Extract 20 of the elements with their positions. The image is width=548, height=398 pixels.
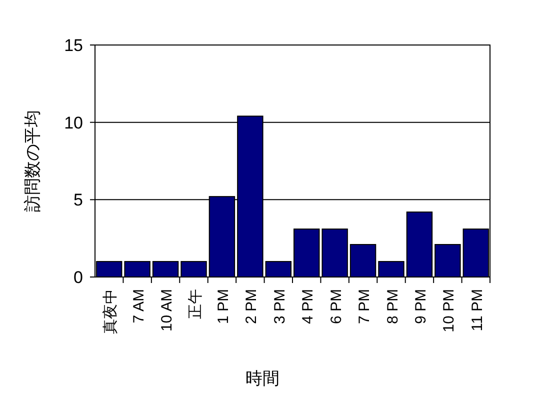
y-tick-label: 5 — [74, 190, 83, 210]
x-tick-label: 9 PM — [412, 289, 430, 324]
y-axis-title: 訪問数の平均 — [23, 110, 42, 212]
y-tick-label: 15 — [64, 36, 83, 55]
x-tick-label: 10 AM — [158, 289, 176, 332]
x-tick-label: 真夜中 — [102, 289, 120, 334]
x-tick-label: 8 PM — [384, 289, 402, 324]
x-tick-label: 正午 — [186, 289, 204, 319]
x-tick-label: 2 PM — [243, 289, 260, 324]
x-tick-label: 6 PM — [328, 289, 345, 324]
x-tick-label: 10 PM — [440, 289, 458, 332]
x-tick-label: 3 PM — [271, 289, 288, 324]
x-tick-label: 7 PM — [356, 289, 374, 324]
x-axis-title: 時間 — [246, 369, 280, 388]
x-tick-label: 11 PM — [468, 289, 486, 332]
x-tick-label: 7 AM — [130, 289, 148, 324]
y-tick-label: 10 — [64, 113, 83, 132]
y-tick-label: 0 — [74, 268, 83, 287]
x-tick-label: 1 PM — [214, 289, 232, 324]
x-tick-label: 4 PM — [300, 289, 317, 324]
